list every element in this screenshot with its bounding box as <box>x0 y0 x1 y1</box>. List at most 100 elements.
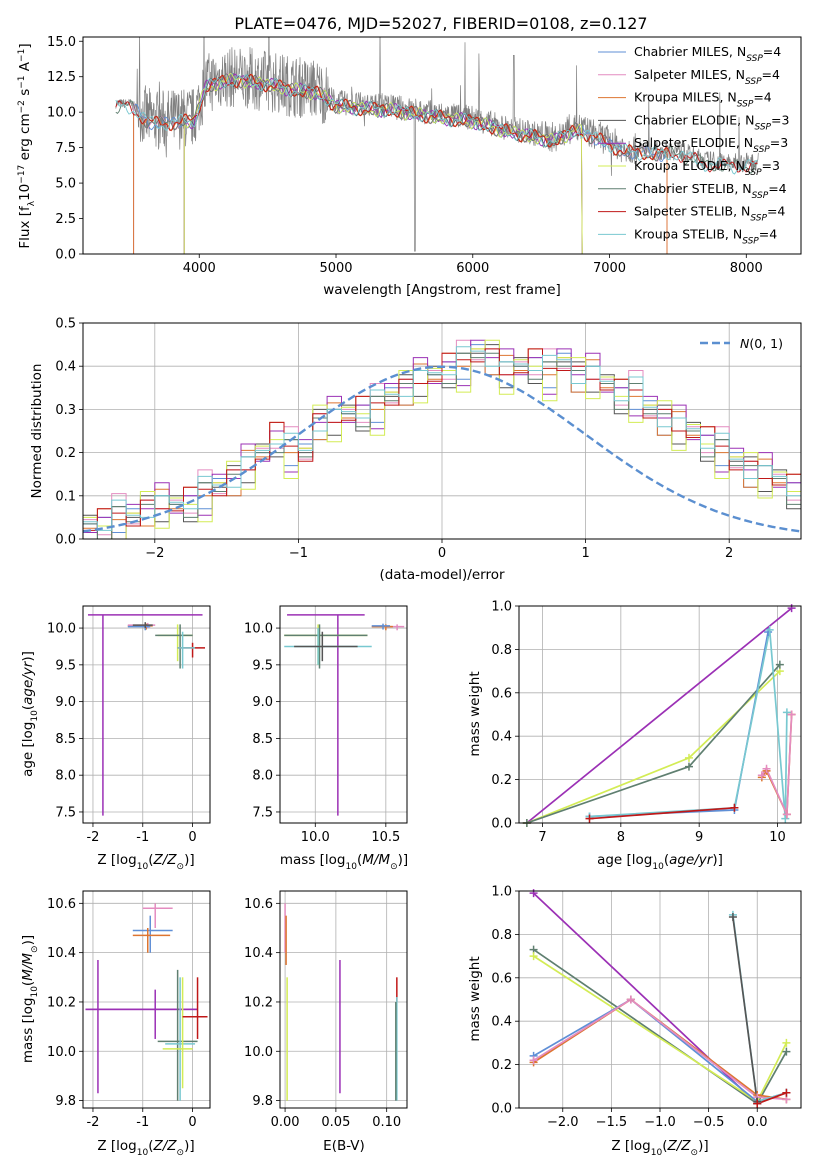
x-axis-label: Z [log10(Z/Z⊙)] <box>97 852 194 872</box>
legend-entry: Kroupa STELIB, NSSP=4 <box>634 226 777 246</box>
y-tick-label: 5.0 <box>55 177 76 192</box>
legend-entry: Chabrier STELIB, NSSP=4 <box>634 181 787 201</box>
age-vs-metallicity-axes: -2 -1 0 7.5 8.0 8.5 9.0 9.5 10.0 <box>47 605 211 845</box>
label-part: =4 <box>759 226 777 241</box>
plus-marker <box>728 913 737 922</box>
y-tick-label: 7.5 <box>55 805 76 820</box>
label-part: =3 <box>771 112 789 127</box>
x-axis-label: wavelength [Angstrom, rest frame] <box>323 282 561 298</box>
y-tick-label: 0.2 <box>491 773 512 788</box>
plus-marker <box>787 710 796 719</box>
x-tick-label: 10.0 <box>301 830 330 845</box>
x-tick-label: −2 <box>145 546 164 561</box>
label-part: A <box>17 61 33 75</box>
mass-vs-extinction-frame <box>279 890 408 1109</box>
label-part: s <box>17 89 33 100</box>
mass-vs-extinction-plot <box>284 903 398 1101</box>
x-tick-label: 0.05 <box>321 1115 350 1130</box>
label-part: Salpeter MILES, N <box>634 67 745 82</box>
weight-line <box>732 916 759 1102</box>
x-tick-label: 0 <box>438 546 446 561</box>
y-axis-label: Flux [fλ10−17 erg cm−2 s−1 A−1] <box>17 43 37 248</box>
y-tick-label: 10.0 <box>47 106 76 121</box>
x-tick-label: −1.5 <box>596 1115 628 1130</box>
legend-entry: Chabrier ELODIE, NSSP=3 <box>634 112 789 132</box>
plus-marker <box>762 764 771 773</box>
x-tick-label: 8000 <box>730 261 763 276</box>
legend-entry: Kroupa MILES, NSSP=4 <box>634 90 772 110</box>
label-part: SSP <box>745 168 762 178</box>
model-spectrum-line <box>133 72 668 254</box>
label-part: =3 <box>762 158 780 173</box>
label-part: SSP <box>746 54 763 64</box>
label-part: Z [log <box>611 1138 650 1154</box>
weight-vs-metallicity-grid <box>519 890 801 1109</box>
y-tick-label: 7.5 <box>55 141 76 156</box>
label-part: SSP <box>742 236 759 246</box>
x-tick-label: 10.5 <box>371 830 400 845</box>
label-part: 10 <box>137 862 149 872</box>
y-tick-label: 9.0 <box>252 695 273 710</box>
label-part: Chabrier STELIB, N <box>634 181 752 196</box>
label-part: )] <box>20 935 36 946</box>
plus-marker <box>529 1056 538 1065</box>
legend-entry: Kroupa ELODIE, NSSP=3 <box>634 158 780 178</box>
label-part: ⊙ <box>30 945 40 953</box>
x-tick-label: 2 <box>725 546 733 561</box>
y-tick-label: 9.5 <box>55 658 76 673</box>
x-tick-label: 0 <box>188 1115 196 1130</box>
plus-marker <box>781 814 790 823</box>
y-tick-label: 10.6 <box>244 897 273 912</box>
legend-entry: Salpeter ELODIE, NSSP=3 <box>634 135 788 155</box>
x-axis-label: mass [log10(M/M⊙)] <box>280 852 408 872</box>
spectrum-axes: 4000 5000 6000 7000 8000 0.0 2.5 5.0 7.5 10.0 12.5… <box>47 35 802 276</box>
y-tick-label: 0.8 <box>491 643 512 658</box>
y-tick-label: 8.5 <box>252 732 273 747</box>
y-tick-label: 10.4 <box>244 946 273 961</box>
label-part: ⊙ <box>390 862 398 872</box>
label-part: age/yr <box>669 852 714 868</box>
label-part: ⊙ <box>691 1148 699 1158</box>
age-vs-mass-frame <box>279 605 408 824</box>
label-part: )] <box>398 852 409 868</box>
plus-marker <box>782 708 791 717</box>
y-tick-label: 10.2 <box>47 995 76 1010</box>
label-part: Kroupa ELODIE, N <box>634 158 745 173</box>
x-axis-label: age [log10(age/yr)] <box>597 852 723 872</box>
x-tick-label: -2 <box>86 830 99 845</box>
weight-vs-age-axes: 7 8 9 10 0.0 0.2 0.4 0.6 0.8 1.0 <box>491 600 802 845</box>
label-part: )] <box>184 852 195 868</box>
label-part: age [log <box>20 722 36 777</box>
x-tick-label: 1 <box>581 546 589 561</box>
y-tick-label: 0.0 <box>491 1102 512 1117</box>
legend-entry: Salpeter MILES, NSSP=4 <box>634 67 780 87</box>
y-tick-label: 8.5 <box>55 732 76 747</box>
mass-vs-extinction-grid <box>280 891 407 1108</box>
x-tick-label: 0.10 <box>372 1115 401 1130</box>
histogram-step <box>83 339 801 536</box>
model-spectrum-line <box>183 74 583 254</box>
y-tick-label: 9.8 <box>252 1094 273 1109</box>
weight-line <box>761 714 793 815</box>
plus-marker <box>529 952 538 961</box>
label-part: Z/Z <box>152 1138 177 1154</box>
y-tick-label: 0.4 <box>55 360 76 375</box>
x-tick-label: −0.5 <box>693 1115 725 1130</box>
plus-marker <box>626 995 635 1004</box>
x-tick-label: -1 <box>136 830 149 845</box>
plus-marker <box>782 1038 791 1047</box>
y-tick-label: 0.6 <box>491 686 512 701</box>
y-axis-label: mass weight <box>467 671 483 756</box>
weight-line <box>526 607 793 823</box>
label-part: ( <box>357 852 362 868</box>
label-part: =4 <box>768 181 786 196</box>
model-spectrum-line <box>183 73 583 254</box>
y-tick-label: 8.0 <box>55 769 76 784</box>
label-part: 10 <box>30 986 40 998</box>
label-part: =4 <box>753 90 771 105</box>
y-tick-label: 9.5 <box>252 658 273 673</box>
label-part: ( <box>148 1138 153 1154</box>
x-tick-label: 4000 <box>183 261 216 276</box>
weight-vs-age-plot <box>526 607 793 823</box>
